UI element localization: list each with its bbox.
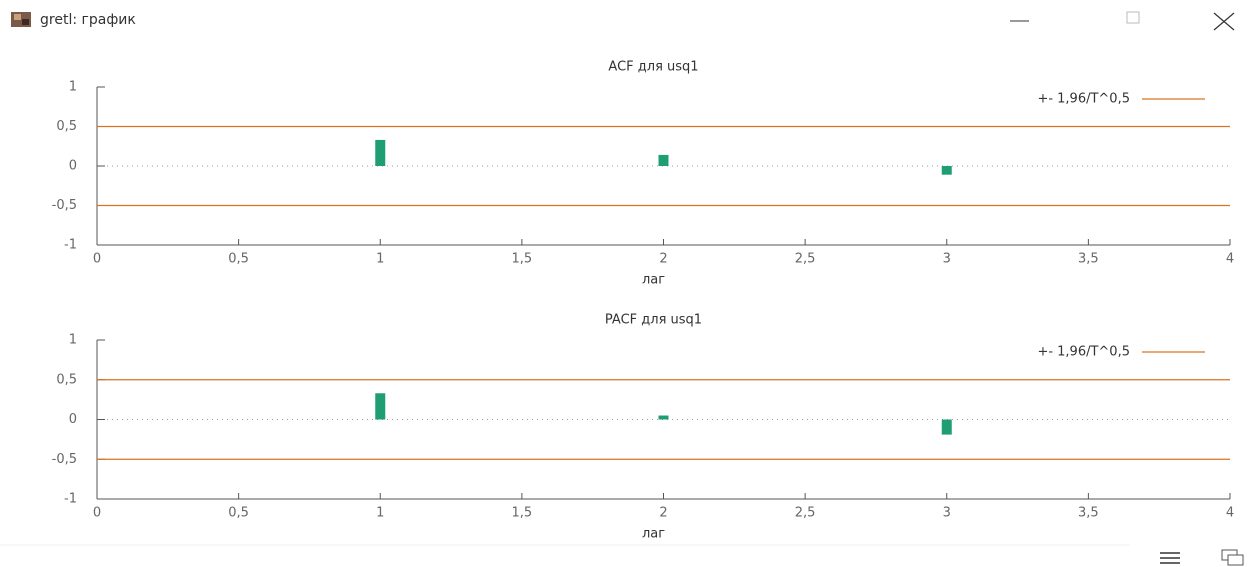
window: gretl: график ACF для usq1 лаг -1 -0,5 0 0,5 1… (0, 0, 1250, 567)
bar (659, 155, 669, 166)
bar (375, 140, 385, 166)
x-tick-label: 1,5 (512, 252, 533, 267)
x-tick-label: 3,5 (1078, 252, 1099, 267)
x-tick-label: 2 (659, 252, 667, 267)
x-tick-label: 3,5 (1078, 506, 1099, 521)
y-tick-label: 0,5 (56, 119, 77, 134)
bar (375, 393, 385, 419)
x-tick-label: 1,5 (512, 506, 533, 521)
x-tick-label: 1 (376, 506, 384, 521)
y-tick-label: 0 (69, 159, 77, 174)
chart-title: PACF для usq1 (605, 313, 702, 328)
x-tick-label: 3 (943, 506, 951, 521)
legend-label: +- 1,96/T^0,5 (1037, 92, 1130, 107)
x-axis-label: лаг (642, 527, 665, 542)
x-tick-label: 0,5 (228, 252, 249, 267)
y-tick-label: 1 (69, 333, 77, 348)
x-tick-label: 0 (93, 252, 101, 267)
x-tick-label: 2,5 (795, 506, 816, 521)
y-tick-label: -1 (64, 238, 77, 253)
chart-title: ACF для usq1 (608, 60, 698, 75)
legend-label: +- 1,96/T^0,5 (1037, 345, 1130, 360)
x-axis-label: лаг (642, 273, 665, 288)
x-tick-label: 1 (376, 252, 384, 267)
y-tick-label: -1 (64, 492, 77, 507)
x-tick-label: 2 (659, 506, 667, 521)
x-tick-label: 4 (1226, 506, 1234, 521)
y-tick-label: -0,5 (52, 452, 77, 467)
x-tick-label: 4 (1226, 252, 1234, 267)
bar (942, 420, 952, 435)
background (0, 0, 1250, 567)
x-tick-label: 0 (93, 506, 101, 521)
y-tick-label: 0,5 (56, 372, 77, 387)
x-tick-label: 0,5 (228, 506, 249, 521)
bar (659, 416, 669, 420)
x-tick-label: 3 (943, 252, 951, 267)
y-tick-label: 0 (69, 412, 77, 427)
x-tick-label: 2,5 (795, 252, 816, 267)
y-tick-label: -0,5 (52, 198, 77, 213)
bar (942, 166, 952, 175)
y-tick-label: 1 (69, 80, 77, 95)
app-icon (11, 12, 31, 27)
window-title: gretl: график (40, 12, 136, 28)
